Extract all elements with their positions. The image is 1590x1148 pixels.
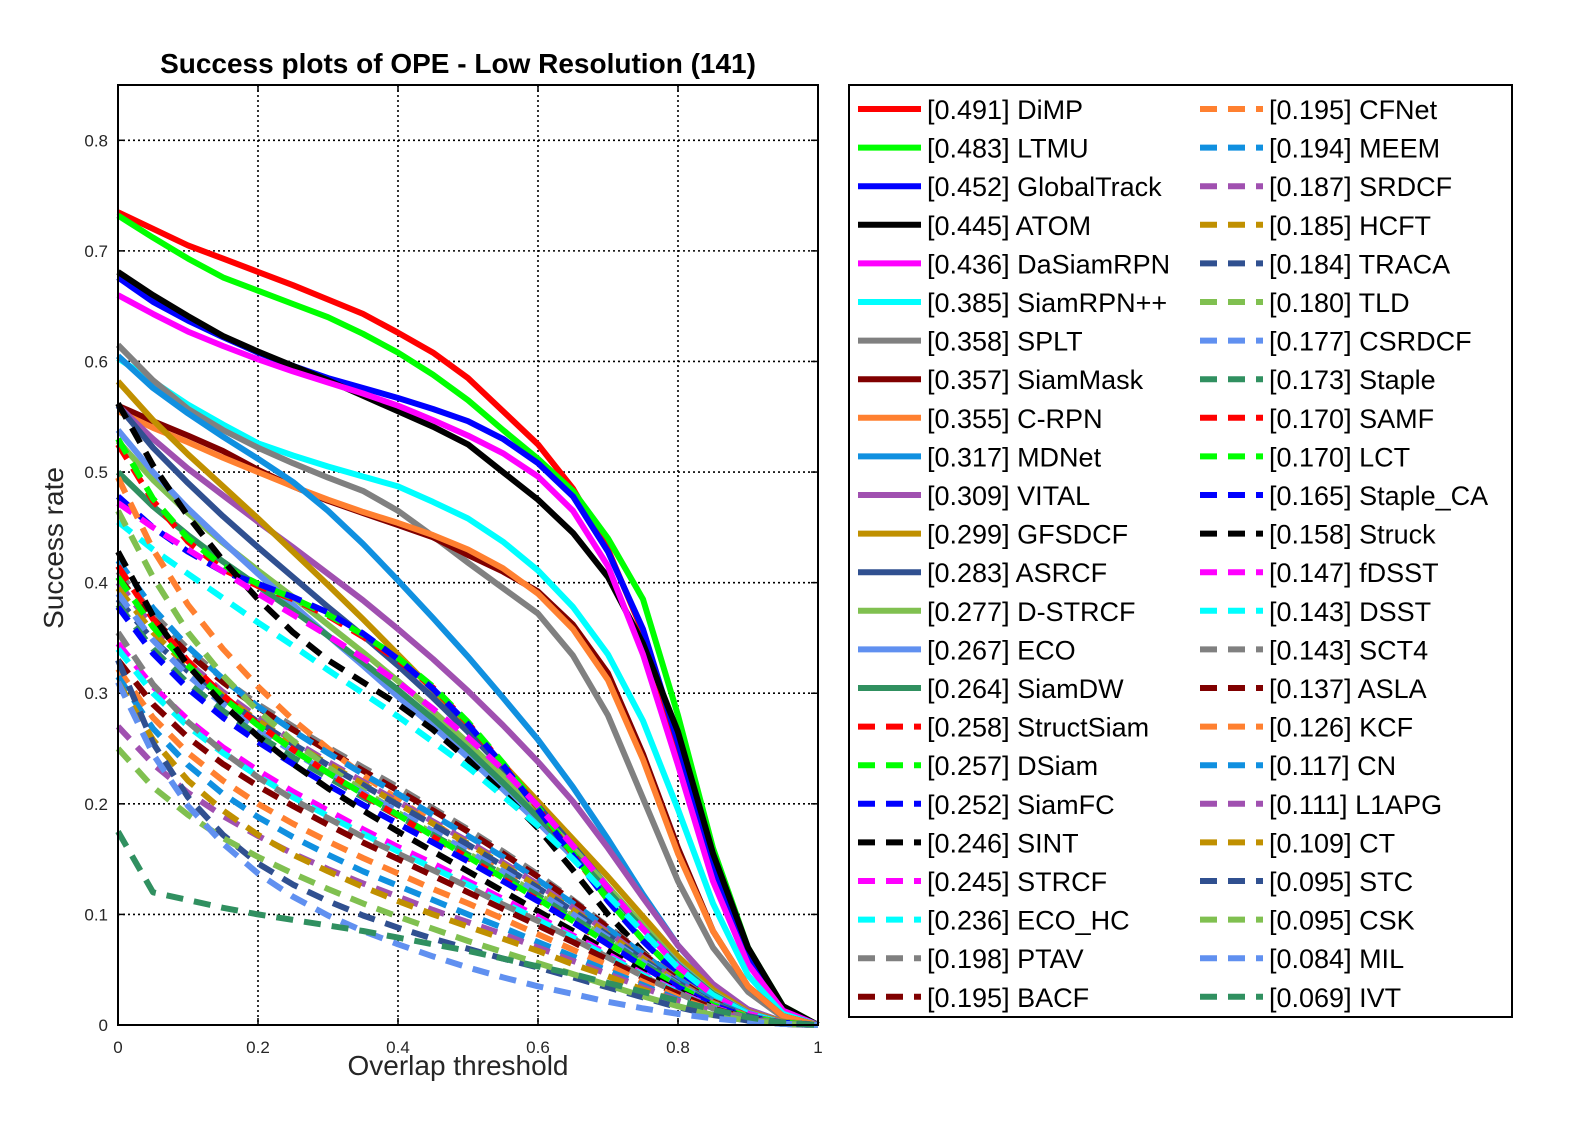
- legend-label: [0.245] STRCF: [927, 867, 1107, 897]
- x-tick-label: 0: [113, 1038, 122, 1057]
- legend-label: [0.143] DSST: [1269, 597, 1431, 627]
- legend-label: [0.185] HCFT: [1269, 211, 1431, 241]
- series-line: [115, 575, 819, 1028]
- legend-box: [848, 84, 1513, 1018]
- y-tick-label: 0.5: [84, 463, 108, 482]
- legend-label: [0.267] ECO: [927, 635, 1076, 665]
- legend-label: [0.436] DaSiamRPN: [927, 249, 1170, 279]
- x-axis-label: Overlap threshold: [347, 1050, 568, 1081]
- series-line: [115, 342, 819, 1028]
- legend-label: [0.095] CSK: [1269, 906, 1415, 936]
- legend-label: [0.246] SINT: [927, 828, 1079, 858]
- legend-label: [0.357] SiamMask: [927, 365, 1144, 395]
- series-line: [115, 605, 819, 1028]
- legend-label: [0.299] GFSDCF: [927, 520, 1128, 550]
- legend-label: [0.195] CFNet: [1269, 95, 1438, 125]
- legend-label: [0.264] SiamDW: [927, 674, 1124, 704]
- x-tick-label: 0.2: [246, 1038, 270, 1057]
- y-tick-label: 0.4: [84, 574, 108, 593]
- x-tick-label: 0.6: [526, 1038, 550, 1057]
- legend-label: [0.117] CN: [1269, 751, 1396, 781]
- series-line: [115, 746, 819, 1028]
- legend-label: [0.137] ASLA: [1269, 674, 1427, 704]
- legend-label: [0.452] GlobalTrack: [927, 172, 1162, 202]
- legend-label: [0.184] TRACA: [1269, 249, 1450, 279]
- y-tick-label: 0.7: [84, 242, 108, 261]
- legend-label: [0.187] SRDCF: [1269, 172, 1452, 202]
- y-axis-label: Success rate: [38, 467, 69, 629]
- legend-label: [0.170] SAMF: [1269, 404, 1434, 434]
- legend-label: [0.084] MIL: [1269, 944, 1404, 974]
- legend-label: [0.491] DiMP: [927, 95, 1083, 125]
- series-line: [116, 519, 819, 1028]
- legend-label: [0.195] BACF: [927, 983, 1089, 1013]
- grid-lines: [118, 85, 818, 1025]
- legend-label: [0.177] CSRDCF: [1269, 327, 1472, 357]
- legend-label: [0.173] Staple: [1269, 365, 1436, 395]
- legend-label: [0.309] VITAL: [927, 481, 1090, 511]
- legend-label: [0.170] LCT: [1269, 442, 1410, 472]
- legend-label: [0.111] L1APG: [1269, 790, 1442, 820]
- series-line: [116, 355, 819, 1028]
- legend-label: [0.198] PTAV: [927, 944, 1084, 974]
- x-tick-label: 0.4: [386, 1038, 410, 1057]
- legend-label: [0.483] LTMU: [927, 134, 1089, 164]
- legend-label: [0.385] SiamRPN++: [927, 288, 1167, 318]
- y-tick-label: 0.6: [84, 352, 108, 371]
- series-line: [116, 292, 820, 1028]
- series-line: [116, 500, 819, 1028]
- series-line: [115, 575, 819, 1028]
- plot-area-frame: [117, 84, 819, 1026]
- legend-label: [0.109] CT: [1269, 828, 1395, 858]
- x-tick-label: 0.8: [666, 1038, 690, 1057]
- y-tick-label: 0.3: [84, 684, 108, 703]
- series-line: [116, 269, 820, 1028]
- legend-label: [0.252] SiamFC: [927, 790, 1115, 820]
- legend-label: [0.158] Struck: [1269, 520, 1436, 550]
- legend-label: [0.355] C-RPN: [927, 404, 1103, 434]
- legend-label: [0.126] KCF: [1269, 713, 1413, 743]
- legend-label: [0.257] DSiam: [927, 751, 1098, 781]
- series-line: [115, 658, 819, 1028]
- series-line: [115, 509, 819, 1028]
- y-tick-label: 0.1: [84, 905, 108, 924]
- series-line: [115, 403, 819, 1028]
- y-tick-label: 0: [99, 1016, 108, 1035]
- legend-label: [0.317] MDNet: [927, 442, 1102, 472]
- legend-label: [0.258] StructSiam: [927, 713, 1149, 743]
- series-line: [116, 408, 819, 1028]
- series-line: [115, 830, 819, 1028]
- legend-label: [0.194] MEEM: [1269, 134, 1440, 164]
- legend-label: [0.165] Staple_CA: [1269, 481, 1488, 511]
- y-tick-label: 0.2: [84, 795, 108, 814]
- legend-label: [0.283] ASRCF: [927, 558, 1107, 588]
- legend-label: [0.445] ATOM: [927, 211, 1091, 241]
- legend-label: [0.358] SPLT: [927, 327, 1083, 357]
- legend-label: [0.236] ECO_HC: [927, 906, 1130, 936]
- legend-label: [0.069] IVT: [1269, 983, 1401, 1013]
- y-tick-label: 0.8: [84, 131, 108, 150]
- legend-label: [0.180] TLD: [1269, 288, 1410, 318]
- x-tick-label: 1: [813, 1038, 822, 1057]
- series-line: [115, 641, 819, 1028]
- series-line: [115, 680, 819, 1028]
- series-line: [115, 550, 819, 1028]
- series-lines: [115, 209, 820, 1028]
- legend-label: [0.147] fDSST: [1269, 558, 1439, 588]
- axis-ticks: 0 0.2 0.4 0.6 0.8 1 0 0.1 0.2 0.3 0.4 0.5 0.6 0.7 0.8: [84, 85, 823, 1057]
- legend-label: [0.095] STC: [1269, 867, 1413, 897]
- legend-label: [0.143] SCT4: [1269, 635, 1428, 665]
- legend: [0.491] DiMP [0.483] LTMU [0.452] GlobalTr…: [848, 84, 1513, 1018]
- chart-title: Success plots of OPE - Low Resolution (1…: [160, 48, 756, 79]
- legend-label: [0.277] D-STRCF: [927, 597, 1136, 627]
